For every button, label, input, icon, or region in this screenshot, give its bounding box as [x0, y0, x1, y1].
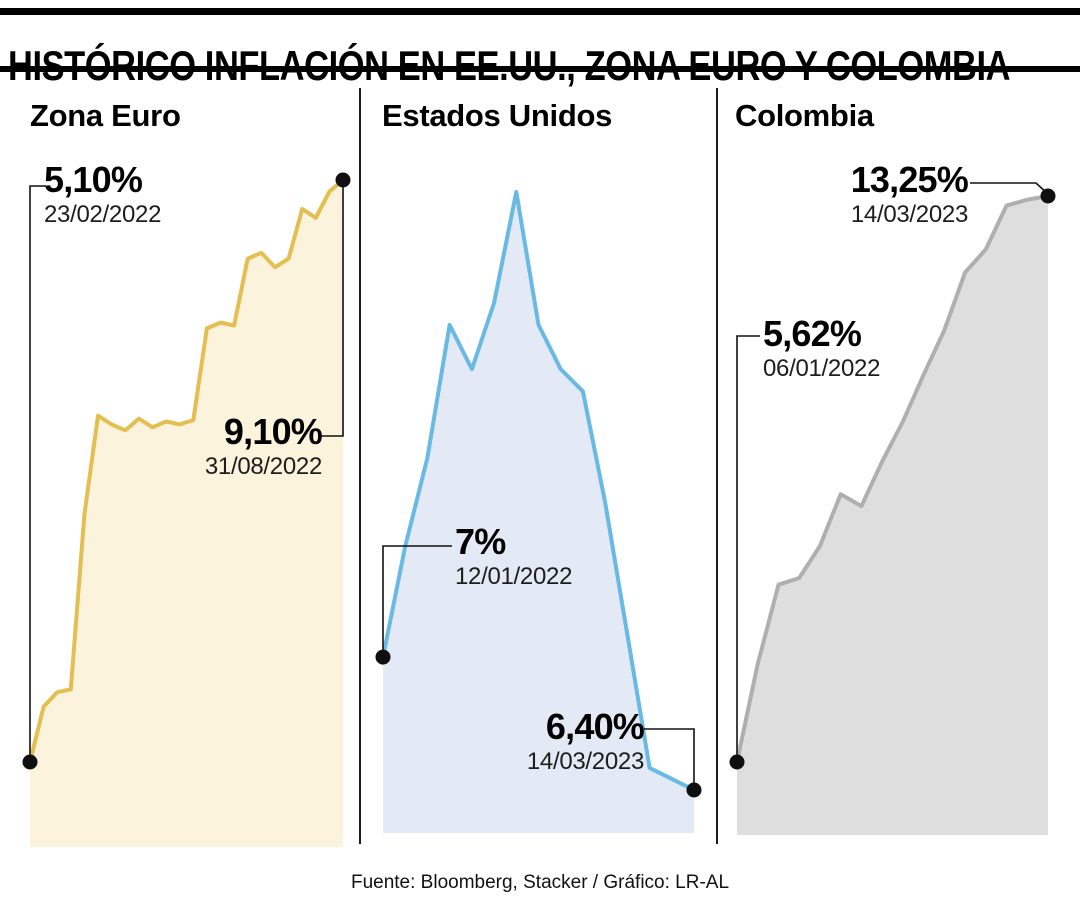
series-line: [381, 190, 696, 792]
annotation-value: 13,25%: [850, 159, 969, 200]
start-dot: [729, 754, 745, 770]
annotation-connector: [736, 335, 760, 756]
panel-zona-euro: Zona Euro 5,10% 23/02/2022 9,10% 31/08/2…: [0, 86, 360, 848]
annotation-us-start: 7% 12/01/2022: [455, 521, 573, 590]
end-dot: [686, 782, 702, 798]
annotation-colombia-end: 13,25% 14/03/2023: [850, 159, 969, 228]
annotation-date: 12/01/2022: [455, 562, 573, 590]
charts-row: Zona Euro 5,10% 23/02/2022 9,10% 31/08/2…: [0, 86, 1080, 848]
annotation-value: 7%: [455, 521, 506, 562]
panel-title-colombia: Colombia: [735, 98, 874, 133]
panel-divider-1: [359, 88, 361, 844]
panel-colombia: Colombia 5,62% 06/01/2022 13,25% 14/03/2…: [718, 86, 1080, 848]
annotation-euro-start: 5,10% 23/02/2022: [44, 159, 162, 228]
annotation-value: 5,62%: [763, 313, 862, 354]
annotation-connector: [644, 728, 695, 784]
end-dot: [335, 172, 351, 188]
annotation-euro-end: 9,10% 31/08/2022: [204, 411, 323, 480]
end-dot: [1040, 188, 1056, 204]
annotation-date: 23/02/2022: [44, 200, 162, 228]
panel-estados-unidos: Estados Unidos 7% 12/01/2022 6,40% 14/03…: [360, 86, 718, 848]
annotation-us-end: 6,40% 14/03/2023: [526, 706, 645, 775]
panel-title-zona-euro: Zona Euro: [30, 98, 181, 133]
annotation-connector: [382, 545, 452, 650]
annotation-colombia-start: 5,62% 06/01/2022: [763, 313, 881, 382]
annotation-value: 6,40%: [545, 706, 645, 747]
chart-zona-euro: [22, 172, 351, 847]
annotation-date: 06/01/2022: [763, 354, 881, 382]
source-credit: Fuente: Bloomberg, Stacker / Gráfico: LR…: [350, 872, 730, 893]
series-area: [383, 192, 694, 833]
annotation-connector: [970, 182, 1049, 195]
chart-colombia: [729, 182, 1056, 835]
series-area: [30, 180, 343, 847]
panel-title-estados-unidos: Estados Unidos: [382, 98, 613, 133]
top-rule: [0, 8, 1080, 15]
annotation-value: 9,10%: [223, 411, 323, 452]
panel-divider-2: [716, 88, 718, 844]
annotation-connector: [29, 185, 46, 756]
title-underline-rule: [0, 66, 1080, 72]
annotation-date: 31/08/2022: [204, 452, 322, 480]
series-line: [28, 178, 345, 764]
start-dot: [375, 649, 391, 665]
page-title: HISTÓRICO INFLACIÓN EN EE.UU., ZONA EURO…: [8, 45, 1011, 87]
series-line: [735, 194, 1050, 764]
annotation-connector: [320, 186, 344, 437]
series-area: [737, 196, 1048, 835]
chart-estados-unidos: [375, 190, 702, 833]
annotation-date: 14/03/2023: [850, 200, 968, 228]
annotation-value: 5,10%: [44, 159, 143, 200]
annotation-date: 14/03/2023: [526, 747, 644, 775]
start-dot: [22, 754, 38, 770]
